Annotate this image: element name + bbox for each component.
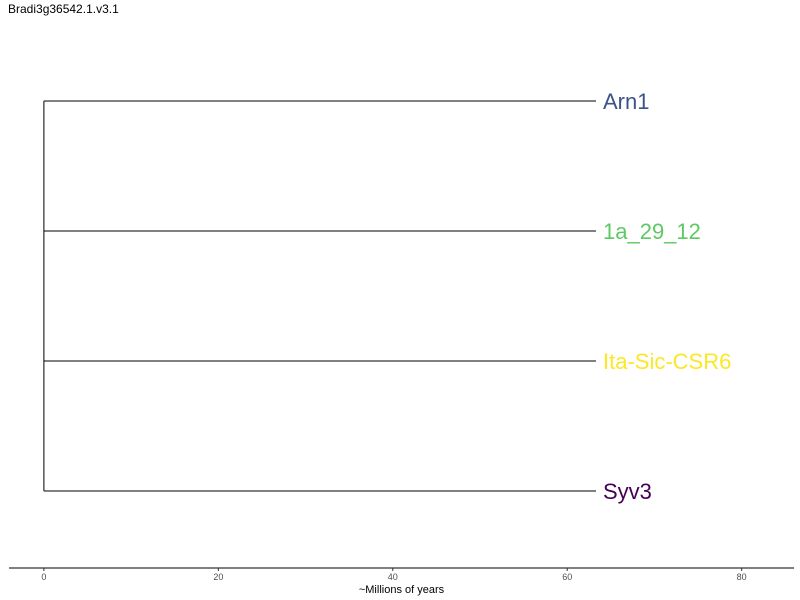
- tip-label-arn1: Arn1: [603, 89, 649, 114]
- x-tick-label: 0: [41, 572, 46, 582]
- chart-title: Bradi3g36542.1.v3.1: [8, 2, 119, 16]
- tip-label-syv3: Syv3: [603, 479, 652, 504]
- tip-label-ita-sic-csr6: Ita-Sic-CSR6: [603, 349, 731, 374]
- x-tick-label: 40: [388, 572, 398, 582]
- tip-label-1a-29-12: 1a_29_12: [603, 219, 701, 244]
- x-axis-ticks: 0 20 40 60 80: [41, 568, 747, 582]
- x-axis: 0 20 40 60 80 ~Millions of years: [9, 567, 794, 596]
- tip-labels: Arn1 1a_29_12 Ita-Sic-CSR6 Syv3: [603, 89, 731, 504]
- x-tick-label: 20: [213, 572, 223, 582]
- x-axis-title: ~Millions of years: [359, 584, 445, 596]
- tree-branches: [43, 100, 597, 492]
- x-tick-label: 80: [737, 572, 747, 582]
- x-tick-label: 60: [562, 572, 572, 582]
